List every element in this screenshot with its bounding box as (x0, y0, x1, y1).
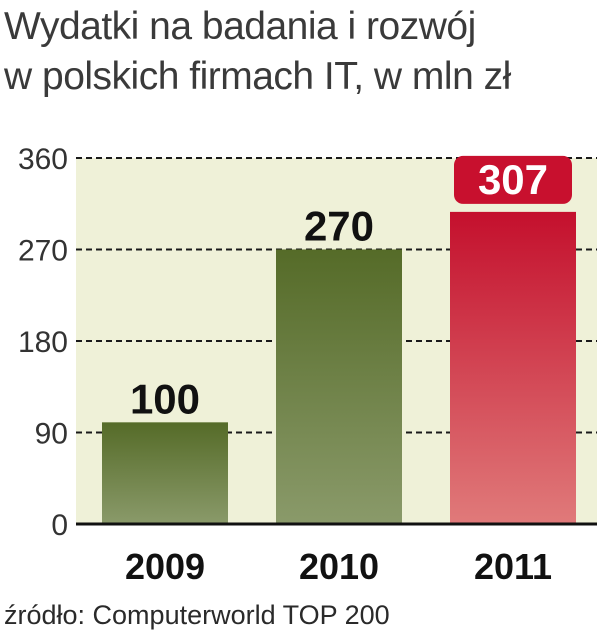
x-tick-label-2011: 2011 (474, 546, 552, 587)
y-tick-label: 360 (18, 143, 68, 176)
data-label-2011: 307 (478, 156, 548, 203)
y-tick-label: 270 (18, 235, 68, 268)
chart-title: Wydatki na badania i rozwój w polskich f… (4, 2, 511, 102)
data-labels: 100 270 307 (130, 155, 572, 422)
x-tick-label-2009: 2009 (125, 546, 205, 587)
y-tick-label: 90 (35, 418, 68, 451)
x-axis-ticks: 2009 2010 2011 (125, 546, 552, 587)
chart-title-line1: Wydatki na badania i rozwój (4, 5, 476, 48)
data-label-2010: 270 (304, 203, 374, 250)
y-tick-label: 0 (51, 509, 68, 542)
bar-2010 (276, 249, 402, 524)
x-tick-label-2010: 2010 (299, 546, 379, 587)
y-tick-label: 180 (18, 326, 68, 359)
source-note: źródło: Computerworld TOP 200 (4, 600, 390, 630)
bar-2011 (450, 211, 576, 524)
chart-title-line2: w polskich firmach IT, w mln zł (4, 55, 511, 98)
y-axis-ticks: 0 90 180 270 360 (18, 143, 68, 542)
data-label-2009: 100 (130, 375, 200, 422)
bar-2009 (102, 422, 228, 524)
bars (102, 211, 576, 524)
highlight-badge (454, 155, 572, 204)
